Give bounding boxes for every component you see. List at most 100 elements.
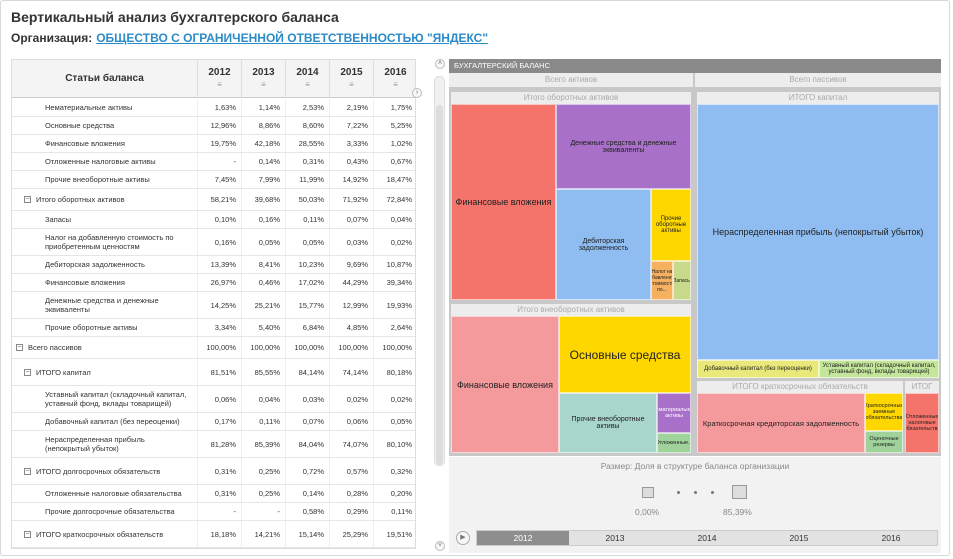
size-min-icon	[642, 487, 654, 498]
row-value-2012: 1,63%	[197, 99, 241, 116]
collapse-icon[interactable]: −	[16, 344, 23, 351]
table-row: − Всего пассивов 100,00% 100,00% 100,00% 100,…	[12, 337, 415, 359]
row-value-2016: 18,47%	[373, 171, 415, 188]
leaf-estimated-reserves[interactable]: Оценочные резервы	[865, 431, 903, 453]
filter-icon[interactable]: ≡	[305, 80, 310, 89]
row-label: Денежные средства и денежные эквиваленты	[45, 296, 159, 314]
table-row: − ИТОГО долгосрочных обязательств 0,31% 0,2…	[12, 458, 415, 485]
table-row: Налог на добавленную стоимость по приобр…	[12, 229, 415, 256]
row-value-2014: 11,99%	[285, 171, 329, 188]
column-header-2014[interactable]: 2014 ≡	[285, 60, 329, 98]
row-label: Отложенные налоговые активы	[45, 157, 156, 166]
timeline-year-2014[interactable]: 2014	[697, 533, 717, 543]
leaf-deferred-tax-assets[interactable]: Отложенные...	[657, 433, 691, 453]
row-label: Отложенные налоговые обязательства	[45, 489, 182, 498]
table-row: − Итого оборотных активов 58,21% 39,68% 50,0…	[12, 189, 415, 211]
group-header-noncurrent-assets[interactable]: Итого внеоборотных активов	[451, 304, 691, 316]
play-icon[interactable]: ▶	[456, 531, 470, 545]
year-timeline[interactable]: 2012 2013 2014 2015 2016	[476, 530, 938, 546]
leaf-inventory[interactable]: Запасы	[673, 261, 691, 300]
timeline-year-2013[interactable]: 2013	[605, 533, 625, 543]
filter-icon[interactable]: ≡	[261, 80, 266, 89]
row-value-2013: 14,21%	[241, 521, 285, 547]
row-value-2015: 74,07%	[329, 431, 373, 457]
timeline-year-2012[interactable]: 2012	[477, 531, 569, 545]
group-header-current-assets[interactable]: Итого оборотных активов	[451, 92, 691, 104]
row-value-2013: 5,40%	[241, 319, 285, 336]
row-value-2014: 17,02%	[285, 274, 329, 291]
leaf-short-term-payables[interactable]: Краткосрочная кредиторская задолженность	[697, 393, 865, 453]
column-header-2015[interactable]: 2015 ≡	[329, 60, 373, 98]
row-value-2013: -	[241, 503, 285, 520]
group-header-short-term[interactable]: ИТОГО краткосрочных обязательств	[697, 381, 903, 393]
leaf-fixed-assets[interactable]: Основные средства	[559, 316, 691, 393]
column-header-2013[interactable]: 2013 ≡	[241, 60, 285, 98]
column-header-2016[interactable]: 2016 ≡	[373, 60, 415, 98]
collapse-icon[interactable]: −	[24, 368, 31, 376]
row-label: Финансовые вложения	[45, 278, 125, 287]
row-value-2015: 0,07%	[329, 211, 373, 228]
scrollbar-thumb[interactable]	[436, 105, 443, 465]
row-value-2015: 100,00%	[329, 337, 373, 358]
leaf-charter-capital[interactable]: Уставный капитал (складочный капитал, ус…	[819, 360, 939, 378]
leaf-cash[interactable]: Денежные средства и денежные эквиваленты	[556, 104, 691, 189]
row-value-2014: 0,11%	[285, 211, 329, 228]
organization-label: Организация:	[11, 31, 93, 45]
leaf-vat[interactable]: Налог на добавленную стоимость по...	[651, 261, 673, 300]
row-value-2012: 0,31%	[197, 458, 241, 484]
row-value-2013: 0,11%	[241, 413, 285, 430]
row-value-2013: 100,00%	[241, 337, 285, 358]
vertical-scrollbar[interactable]	[434, 76, 445, 466]
leaf-short-term-borrowings[interactable]: Краткосрочные заемные обязательства	[865, 393, 903, 431]
leaf-financial-investments-current[interactable]: Финансовые вложения	[451, 104, 556, 300]
leaf-other-noncurrent-assets[interactable]: Прочие внеоборотные активы	[559, 393, 657, 453]
filter-icon[interactable]: ≡	[217, 80, 222, 89]
group-header-capital[interactable]: ИТОГО капитал	[697, 92, 939, 104]
collapse-icon[interactable]: −	[24, 467, 31, 475]
row-value-2013: 85,39%	[241, 431, 285, 457]
scroll-down-icon[interactable]: ˅	[435, 541, 445, 551]
scroll-up-icon[interactable]: ˄	[435, 59, 445, 69]
leaf-financial-investments-noncurrent[interactable]: Финансовые вложения	[451, 316, 559, 453]
row-value-2015: 7,22%	[329, 117, 373, 134]
timeline-year-2016[interactable]: 2016	[881, 533, 901, 543]
leaf-intangible-assets[interactable]: Нематериальные активы	[657, 393, 691, 433]
filter-icon[interactable]: ≡	[349, 80, 354, 89]
row-value-2013: 0,16%	[241, 211, 285, 228]
scroll-right-icon[interactable]: ›	[412, 88, 422, 98]
leaf-additional-capital[interactable]: Добавочный капитал (без переоценки)	[697, 360, 819, 378]
row-value-2013: 1,14%	[241, 99, 285, 116]
timeline-year-2015[interactable]: 2015	[789, 533, 809, 543]
collapse-icon[interactable]: −	[24, 196, 31, 203]
row-value-2012: 0,06%	[197, 386, 241, 412]
row-value-2012: 26,97%	[197, 274, 241, 291]
table-row: Основные средства 12,96% 8,86% 8,60% 7,22% 5,…	[12, 117, 415, 135]
table-row: Нематериальные активы 1,63% 1,14% 2,53% 2,19…	[12, 99, 415, 117]
group-header-assets[interactable]: Всего активов	[449, 73, 693, 87]
organization-link[interactable]: ОБЩЕСТВО С ОГРАНИЧЕННОЙ ОТВЕТСТВЕННОСТЬЮ…	[96, 31, 489, 45]
organization-line: Организация: ОБЩЕСТВО С ОГРАНИЧЕННОЙ ОТВЕ…	[11, 31, 488, 45]
legend-dot	[711, 491, 714, 494]
table-row: Отложенные налоговые активы -0,14% 0,31% 0,…	[12, 153, 415, 171]
leaf-deferred-tax-liabilities[interactable]: Отложенные налоговые обязательства	[905, 393, 939, 453]
row-value-2015: 3,33%	[329, 135, 373, 152]
leaf-receivables[interactable]: Дебиторская задолженность	[556, 189, 651, 300]
row-value-2014: 100,00%	[285, 337, 329, 358]
row-label: ИТОГО капитал	[36, 367, 91, 377]
row-value-2016: 10,87%	[373, 256, 415, 273]
row-label: ИТОГО краткосрочных обязательств	[36, 529, 164, 539]
row-value-2014: 0,58%	[285, 503, 329, 520]
leaf-other-current-assets[interactable]: Прочие оборотные активы	[651, 189, 691, 261]
row-value-2012: 13,39%	[197, 256, 241, 273]
row-value-2014: 0,03%	[285, 386, 329, 412]
group-header-long-term[interactable]: ИТОГ	[905, 381, 939, 393]
filter-icon[interactable]: ≡	[393, 80, 398, 89]
leaf-retained-earnings[interactable]: Нераспределенная прибыль (непокрытый убы…	[697, 104, 939, 360]
collapse-icon[interactable]: −	[24, 530, 31, 538]
row-value-2015: 4,85%	[329, 319, 373, 336]
row-value-2015: 25,29%	[329, 521, 373, 547]
page-title: Вертикальный анализ бухгалтерского балан…	[11, 9, 339, 25]
table-row: Финансовые вложения 19,75% 42,18% 28,55% 3,3…	[12, 135, 415, 153]
column-header-2012[interactable]: 2012 ≡	[197, 60, 241, 98]
group-header-liabilities[interactable]: Всего пассивов	[695, 73, 941, 87]
